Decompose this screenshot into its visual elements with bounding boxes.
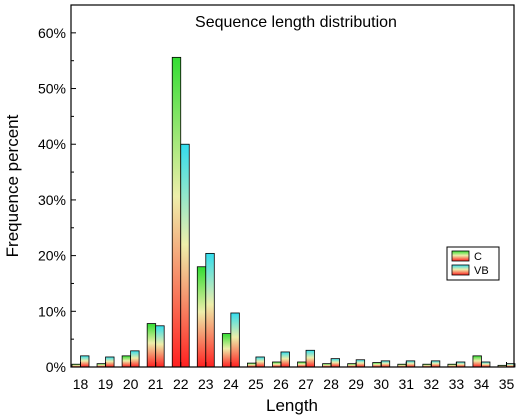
x-tick-label: 24	[223, 376, 239, 392]
x-axis: 18 19 20 21 22 23 24 25 26 27 28 29 30 31 32 33 34 35	[73, 362, 515, 392]
x-tick-label: 21	[148, 376, 164, 392]
bar-vb-27	[305, 349, 315, 368]
x-tick-label: 28	[323, 376, 339, 392]
x-tick-label: 33	[449, 376, 465, 392]
bar-c-23	[196, 266, 207, 368]
bar-vb-29	[355, 359, 366, 368]
bar-vb-26	[280, 351, 290, 368]
y-tick-label: 60%	[38, 25, 66, 41]
y-axis-label: Frequence percent	[3, 114, 22, 257]
bar-vb-31	[405, 360, 416, 368]
bar-vb-30	[380, 360, 391, 368]
bar-c-30	[372, 362, 382, 368]
y-tick-label: 50%	[38, 81, 66, 97]
x-tick-label: 19	[98, 376, 114, 392]
x-tick-label: 32	[424, 376, 440, 392]
x-tick-label: 27	[298, 376, 314, 392]
bar-vb-34	[481, 361, 491, 368]
bar-vb-20	[130, 350, 140, 368]
y-tick-label: 0%	[46, 359, 66, 375]
bars-layer	[71, 56, 516, 368]
bar-vb-22	[180, 143, 190, 368]
bar-vb-23	[205, 252, 215, 368]
bar-vb-19	[105, 356, 115, 368]
bar-vb-24	[230, 312, 240, 368]
legend: C VB	[446, 246, 500, 281]
x-tick-label: 23	[198, 376, 214, 392]
x-tick-label: 34	[474, 376, 490, 392]
bar-c-24	[221, 333, 232, 368]
x-tick-label: 22	[173, 376, 189, 392]
y-tick-label: 20%	[38, 248, 66, 264]
bar-c-26	[272, 361, 282, 368]
x-axis-label: Length	[266, 396, 318, 415]
x-tick-label: 20	[123, 376, 139, 392]
bar-vb-32	[430, 360, 441, 368]
legend-swatch-c	[451, 250, 470, 262]
y-tick-label: 10%	[38, 303, 66, 319]
bar-vb-21	[155, 325, 165, 368]
legend-swatch-vb	[451, 264, 470, 276]
x-tick-label: 18	[73, 376, 89, 392]
x-tick-label: 25	[248, 376, 264, 392]
legend-label-c: C	[474, 251, 482, 263]
y-tick-label: 30%	[38, 192, 66, 208]
x-tick-label: 31	[398, 376, 414, 392]
bar-vb-25	[255, 356, 265, 368]
x-tick-label: 29	[348, 376, 364, 392]
bar-vb-18	[80, 355, 90, 368]
bar-c-20	[121, 355, 132, 368]
bar-vb-28	[330, 358, 340, 368]
x-tick-label: 26	[273, 376, 289, 392]
y-axis: 0% 10% 20% 30% 40% 50% 60%	[38, 25, 76, 375]
bar-c-34	[472, 355, 482, 368]
legend-label-vb: VB	[474, 265, 489, 277]
bar-c-22	[171, 56, 182, 368]
bar-c-27	[297, 361, 307, 368]
plot-frame	[70, 4, 515, 368]
bar-c-21	[146, 323, 157, 368]
x-tick-label: 35	[499, 376, 515, 392]
chart-title: Sequence length distribution	[195, 14, 397, 31]
bar-vb-33	[455, 361, 466, 368]
y-tick-label: 40%	[38, 136, 66, 152]
x-tick-label: 30	[373, 376, 389, 392]
